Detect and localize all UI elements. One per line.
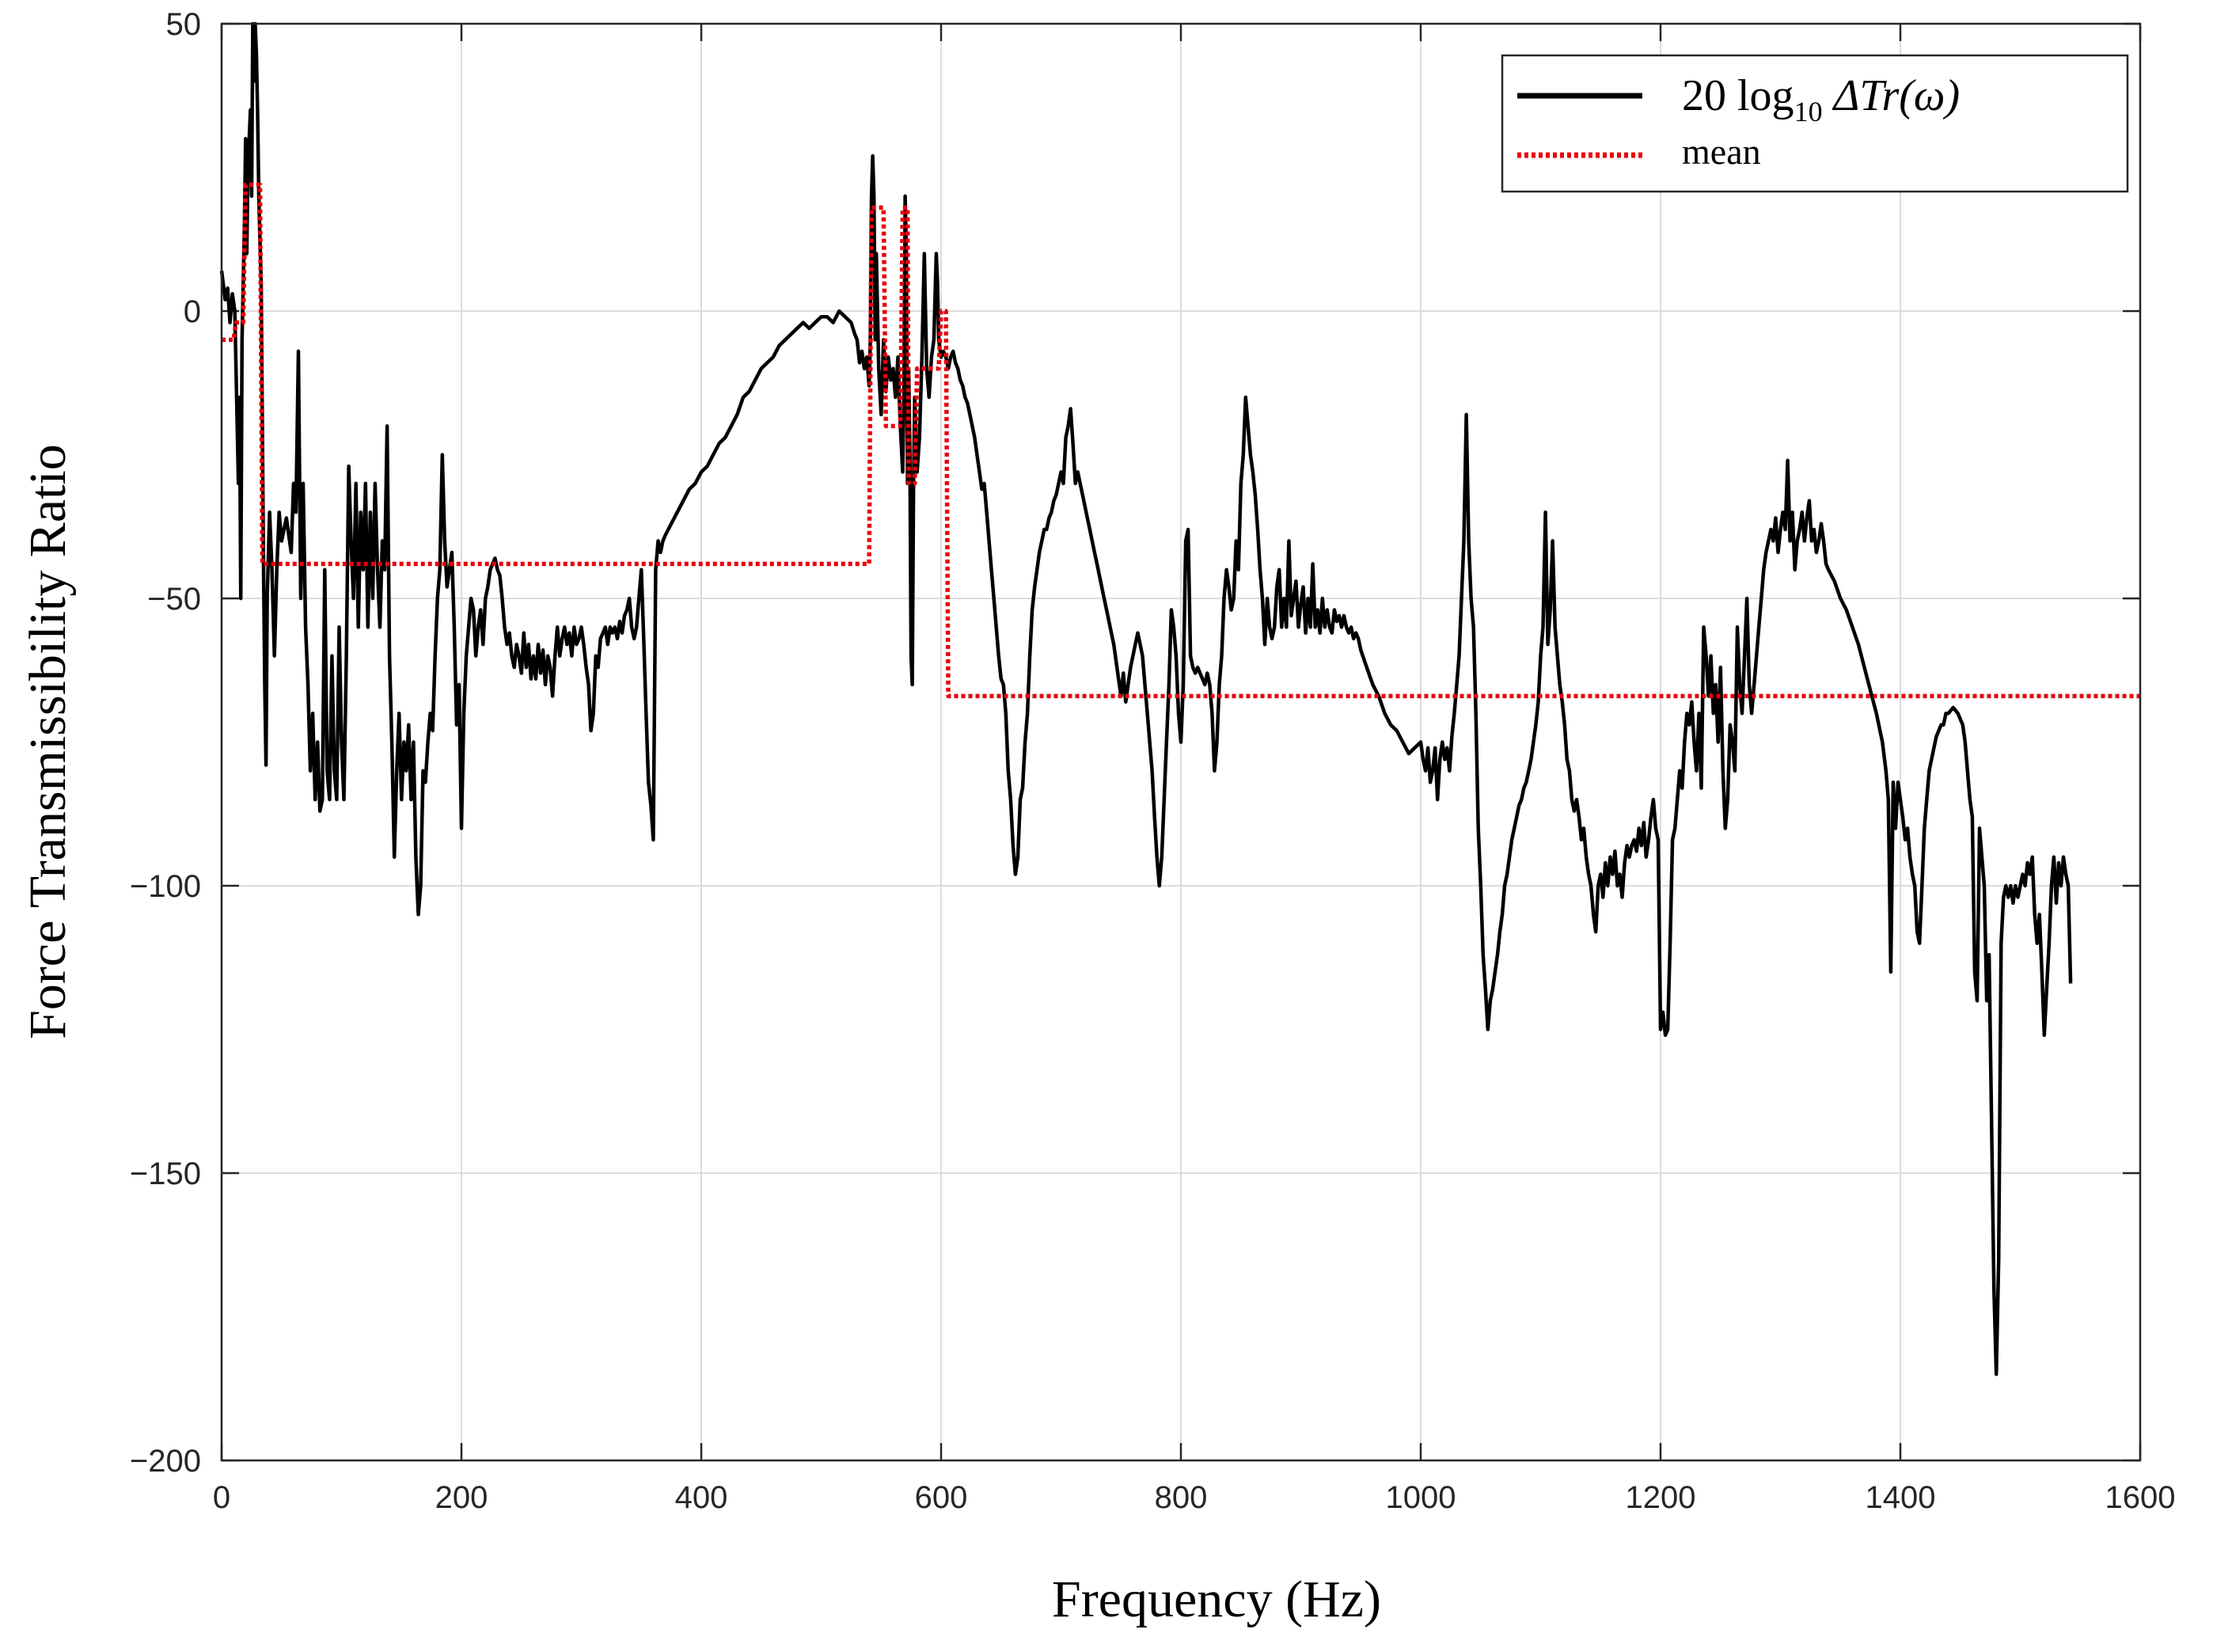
legend-signal-sub: 10 <box>1794 96 1823 127</box>
y-tick-label: −150 <box>130 1156 201 1191</box>
series-layer <box>219 21 2140 1377</box>
legend-box <box>1501 54 2129 193</box>
x-axis-label: Frequency (Hz) <box>1052 1570 1381 1628</box>
legend-signal-main: 20 log <box>1682 71 1794 120</box>
y-tick-label: −200 <box>130 1444 201 1479</box>
x-tick-labels: 0 200 400 600 800 1000 1200 1400 1600 <box>213 1480 2176 1515</box>
x-tick-label: 800 <box>1155 1480 1208 1515</box>
y-axis-label: Force Transmissibility Ratio <box>19 444 77 1039</box>
legend-mean-label: mean <box>1682 131 1761 172</box>
x-tick-label: 1400 <box>1866 1480 1936 1515</box>
x-tick-label: 400 <box>675 1480 728 1515</box>
y-tick-label: −100 <box>130 869 201 904</box>
plot-frame <box>220 22 2142 1462</box>
legend-signal-label: 20 log10 ΔTr(ω) <box>1682 71 1960 127</box>
x-tick-label: 1000 <box>1386 1480 1456 1515</box>
y-tick-label: −50 <box>147 582 201 617</box>
x-tick-label: 600 <box>915 1480 968 1515</box>
y-tick-label: 50 <box>166 7 202 42</box>
y-tick-label: 0 <box>184 294 201 329</box>
y-tick-labels: 50 0 −50 −100 −150 −200 <box>130 7 201 1479</box>
series-line-mean <box>222 182 2140 699</box>
x-tick-label: 1200 <box>1626 1480 1696 1515</box>
x-tick-label: 0 <box>213 1480 230 1515</box>
x-tick-label: 1600 <box>2105 1480 2176 1515</box>
legend-signal-rest: ΔTr(ω) <box>1823 71 1961 120</box>
series-line-transmissibility <box>219 21 2073 1377</box>
legend: 20 log10 ΔTr(ω) mean <box>1501 54 2129 193</box>
x-tick-label: 200 <box>435 1480 488 1515</box>
